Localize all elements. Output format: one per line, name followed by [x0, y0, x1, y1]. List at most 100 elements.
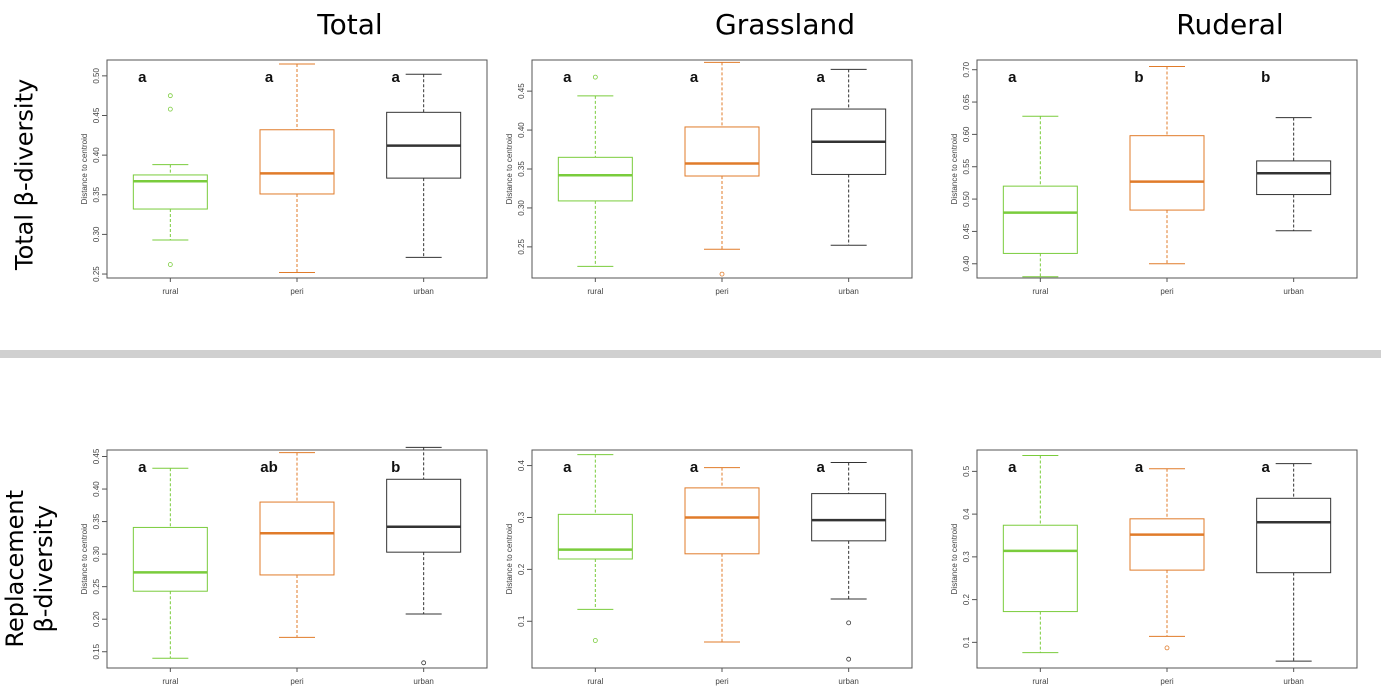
box-urban: [811, 493, 887, 542]
y-tick-label: 0.30: [92, 546, 101, 562]
y-tick-label: 0.25: [92, 266, 101, 282]
y-tick-label: 0.70: [962, 61, 971, 77]
x-tick-label-rural: rural: [587, 677, 603, 686]
box-urban: [1256, 497, 1332, 574]
x-tick-label-rural: rural: [162, 287, 178, 296]
y-axis-label: Distance to centroid: [950, 524, 959, 595]
boxplot-replacement-ruderal: 0.1 0.2 0.3 0.4 0.5 Distance to centroid rural…: [950, 449, 1358, 686]
significance-letter-peri: a: [690, 69, 699, 86]
y-tick-label: 0.55: [962, 158, 971, 174]
significance-letter-peri: ab: [260, 459, 278, 476]
y-tick-label: 0.50: [962, 191, 971, 207]
y-tick-label: 0.4: [962, 508, 971, 520]
x-tick-label-peri: peri: [715, 287, 729, 296]
y-axis-label: Distance to centroid: [505, 134, 514, 205]
outlier-urban: [421, 660, 427, 666]
boxplot-total-beta-total: 0.25 0.30 0.35 0.40 0.45 0.50 Distance to cent…: [80, 59, 488, 296]
column-title-ruderal: Ruderal: [1176, 8, 1284, 41]
y-tick-label: 0.40: [962, 255, 971, 271]
x-tick-label-urban: urban: [1283, 287, 1303, 296]
box-urban: [1256, 160, 1332, 196]
column-title-total: Total: [317, 8, 383, 41]
row-label-total: Total β-diversity: [11, 74, 40, 274]
significance-letter-rural: a: [563, 69, 572, 86]
x-tick-label-urban: urban: [838, 677, 858, 686]
y-tick-label: 0.3: [517, 511, 526, 523]
y-axis-label: Distance to centroid: [80, 524, 89, 595]
significance-letter-urban: b: [1261, 69, 1270, 86]
y-tick-label: 0.4: [517, 459, 526, 471]
box-peri: [1129, 135, 1205, 211]
y-tick-label: 0.2: [517, 563, 526, 575]
outlier-urban: [846, 656, 852, 662]
outlier-urban: [846, 620, 852, 626]
y-tick-label: 0.40: [92, 481, 101, 497]
y-axis-label: Distance to centroid: [80, 134, 89, 205]
significance-letter-peri: a: [690, 459, 699, 476]
significance-letter-urban: b: [391, 459, 400, 476]
boxplot-replacement-total: 0.15 0.20 0.25 0.30 0.35 0.40 0.45 Distance to …: [80, 446, 488, 686]
outlier-rural: [592, 74, 598, 80]
significance-letter-rural: a: [1008, 459, 1017, 476]
outlier-peri: [719, 271, 725, 277]
outlier-rural: [167, 93, 173, 99]
significance-letter-rural: a: [138, 459, 147, 476]
boxplot-total-beta-ruderal: 0.40 0.45 0.50 0.55 0.60 0.65 0.70 Distance to …: [950, 59, 1358, 296]
box-rural: [132, 174, 208, 210]
outlier-rural: [592, 638, 598, 643]
boxplot-replacement-grassland: 0.1 0.2 0.3 0.4 Distance to centroid rural a pe…: [505, 449, 913, 686]
significance-letter-peri: b: [1134, 69, 1143, 86]
box-peri: [1129, 518, 1205, 571]
y-tick-label: 0.35: [92, 513, 101, 529]
row-label-total-line: Total β-diversity: [10, 78, 39, 270]
y-tick-label: 0.30: [92, 226, 101, 242]
row-divider: [0, 350, 1381, 358]
x-tick-label-rural: rural: [162, 677, 178, 686]
x-tick-label-urban: urban: [413, 677, 433, 686]
x-tick-label-urban: urban: [1283, 677, 1303, 686]
y-tick-label: 0.35: [92, 186, 101, 202]
outlier-peri: [1164, 645, 1170, 651]
box-urban: [386, 478, 462, 553]
x-tick-label-peri: peri: [1160, 287, 1174, 296]
significance-letter-rural: a: [1008, 69, 1017, 86]
y-tick-label: 0.60: [962, 126, 971, 142]
y-tick-label: 0.20: [92, 611, 101, 627]
y-axis-label: Distance to centroid: [505, 524, 514, 595]
box-rural: [1002, 185, 1078, 254]
column-title-grassland: Grassland: [715, 8, 855, 41]
x-tick-label-urban: urban: [413, 287, 433, 296]
y-tick-label: 0.15: [92, 643, 101, 659]
x-tick-label-peri: peri: [715, 677, 729, 686]
significance-letter-rural: a: [138, 69, 147, 86]
y-tick-label: 0.40: [517, 122, 526, 138]
y-tick-label: 0.45: [517, 83, 526, 99]
box-rural: [132, 526, 208, 592]
outlier-rural: [167, 106, 173, 112]
x-tick-label-peri: peri: [290, 287, 304, 296]
row-label-replacement-line-1: Replacement: [1, 489, 30, 648]
y-tick-label: 0.50: [92, 68, 101, 84]
x-tick-label-peri: peri: [1160, 677, 1174, 686]
significance-letter-peri: a: [1135, 459, 1144, 476]
y-tick-label: 0.40: [92, 147, 101, 163]
y-tick-label: 0.30: [517, 200, 526, 216]
x-tick-label-rural: rural: [1032, 677, 1048, 686]
row-label-replacement: Replacement β-diversity: [1, 469, 59, 669]
y-axis-label: Distance to centroid: [950, 134, 959, 205]
significance-letter-rural: a: [563, 459, 572, 476]
y-tick-label: 0.5: [962, 465, 971, 477]
significance-letter-urban: a: [391, 69, 400, 86]
y-tick-label: 0.3: [962, 551, 971, 563]
outlier-rural: [167, 262, 173, 267]
box-rural: [1002, 524, 1078, 613]
y-tick-label: 0.35: [517, 161, 526, 177]
y-tick-label: 0.45: [92, 107, 101, 123]
y-tick-label: 0.2: [962, 593, 971, 605]
y-tick-label: 0.1: [517, 615, 526, 627]
y-tick-label: 0.65: [962, 94, 971, 110]
row-label-replacement-line-2: β-diversity: [30, 505, 58, 633]
y-tick-label: 0.45: [92, 448, 101, 464]
significance-letter-urban: a: [816, 69, 825, 86]
x-tick-label-urban: urban: [838, 287, 858, 296]
